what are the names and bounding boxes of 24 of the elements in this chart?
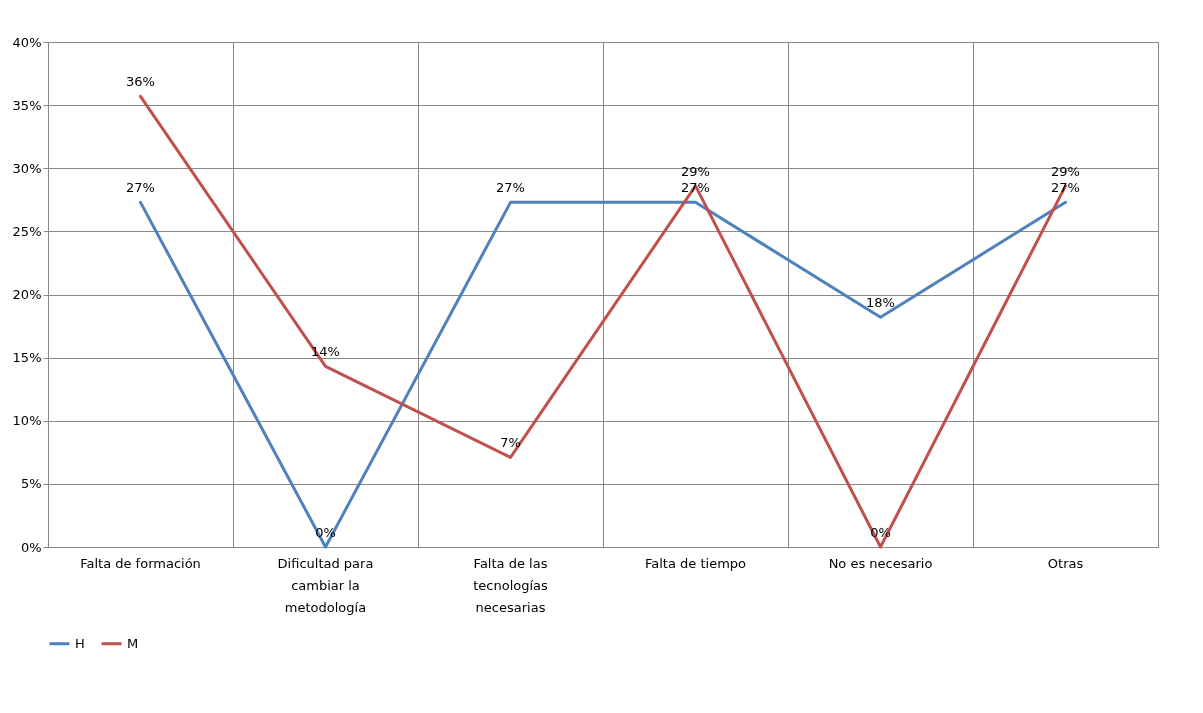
- data-label: 29%: [1051, 163, 1080, 179]
- y-tick-label: 25%: [12, 223, 42, 239]
- x-tick-label: No es necesario: [828, 555, 933, 571]
- data-label: 7%: [500, 435, 521, 451]
- y-tick-label: 5%: [20, 476, 42, 492]
- data-label: 27%: [496, 180, 525, 196]
- x-tick-label: Otras: [1047, 555, 1084, 571]
- y-tick-label: 15%: [12, 350, 42, 366]
- y-tick-label: 0%: [20, 539, 42, 555]
- data-label: 27%: [126, 180, 155, 196]
- data-label: 18%: [866, 295, 895, 311]
- x-tick-label: Dificultad para cambiar la metodología: [277, 555, 374, 615]
- x-tick-label: Falta de las tecnologías necesarias: [473, 555, 549, 615]
- y-tick-label: 35%: [12, 97, 42, 113]
- y-tick-label: 30%: [12, 160, 42, 176]
- legend-label: H: [75, 635, 85, 651]
- x-tick-label: Falta de formación: [80, 555, 201, 571]
- data-label: 36%: [126, 74, 155, 90]
- y-tick-label: 40%: [12, 34, 42, 50]
- data-label: 29%: [681, 163, 710, 179]
- y-tick-label: 20%: [12, 287, 42, 302]
- legend-label: M: [127, 635, 139, 651]
- x-tick-label: Falta de tiempo: [644, 555, 747, 571]
- y-tick-label: 10%: [12, 413, 42, 429]
